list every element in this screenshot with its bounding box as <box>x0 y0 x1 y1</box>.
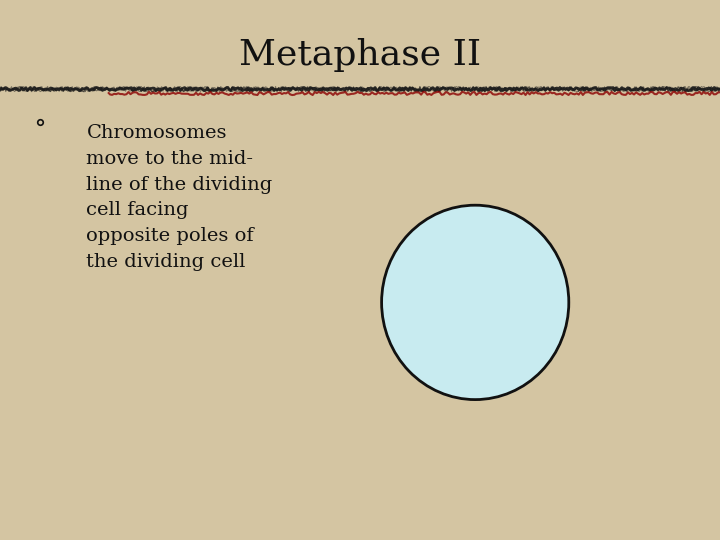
Text: Chromosomes
move to the mid-
line of the dividing
cell facing
opposite poles of
: Chromosomes move to the mid- line of the… <box>86 124 273 271</box>
Ellipse shape <box>382 205 569 400</box>
Text: Metaphase II: Metaphase II <box>239 38 481 72</box>
